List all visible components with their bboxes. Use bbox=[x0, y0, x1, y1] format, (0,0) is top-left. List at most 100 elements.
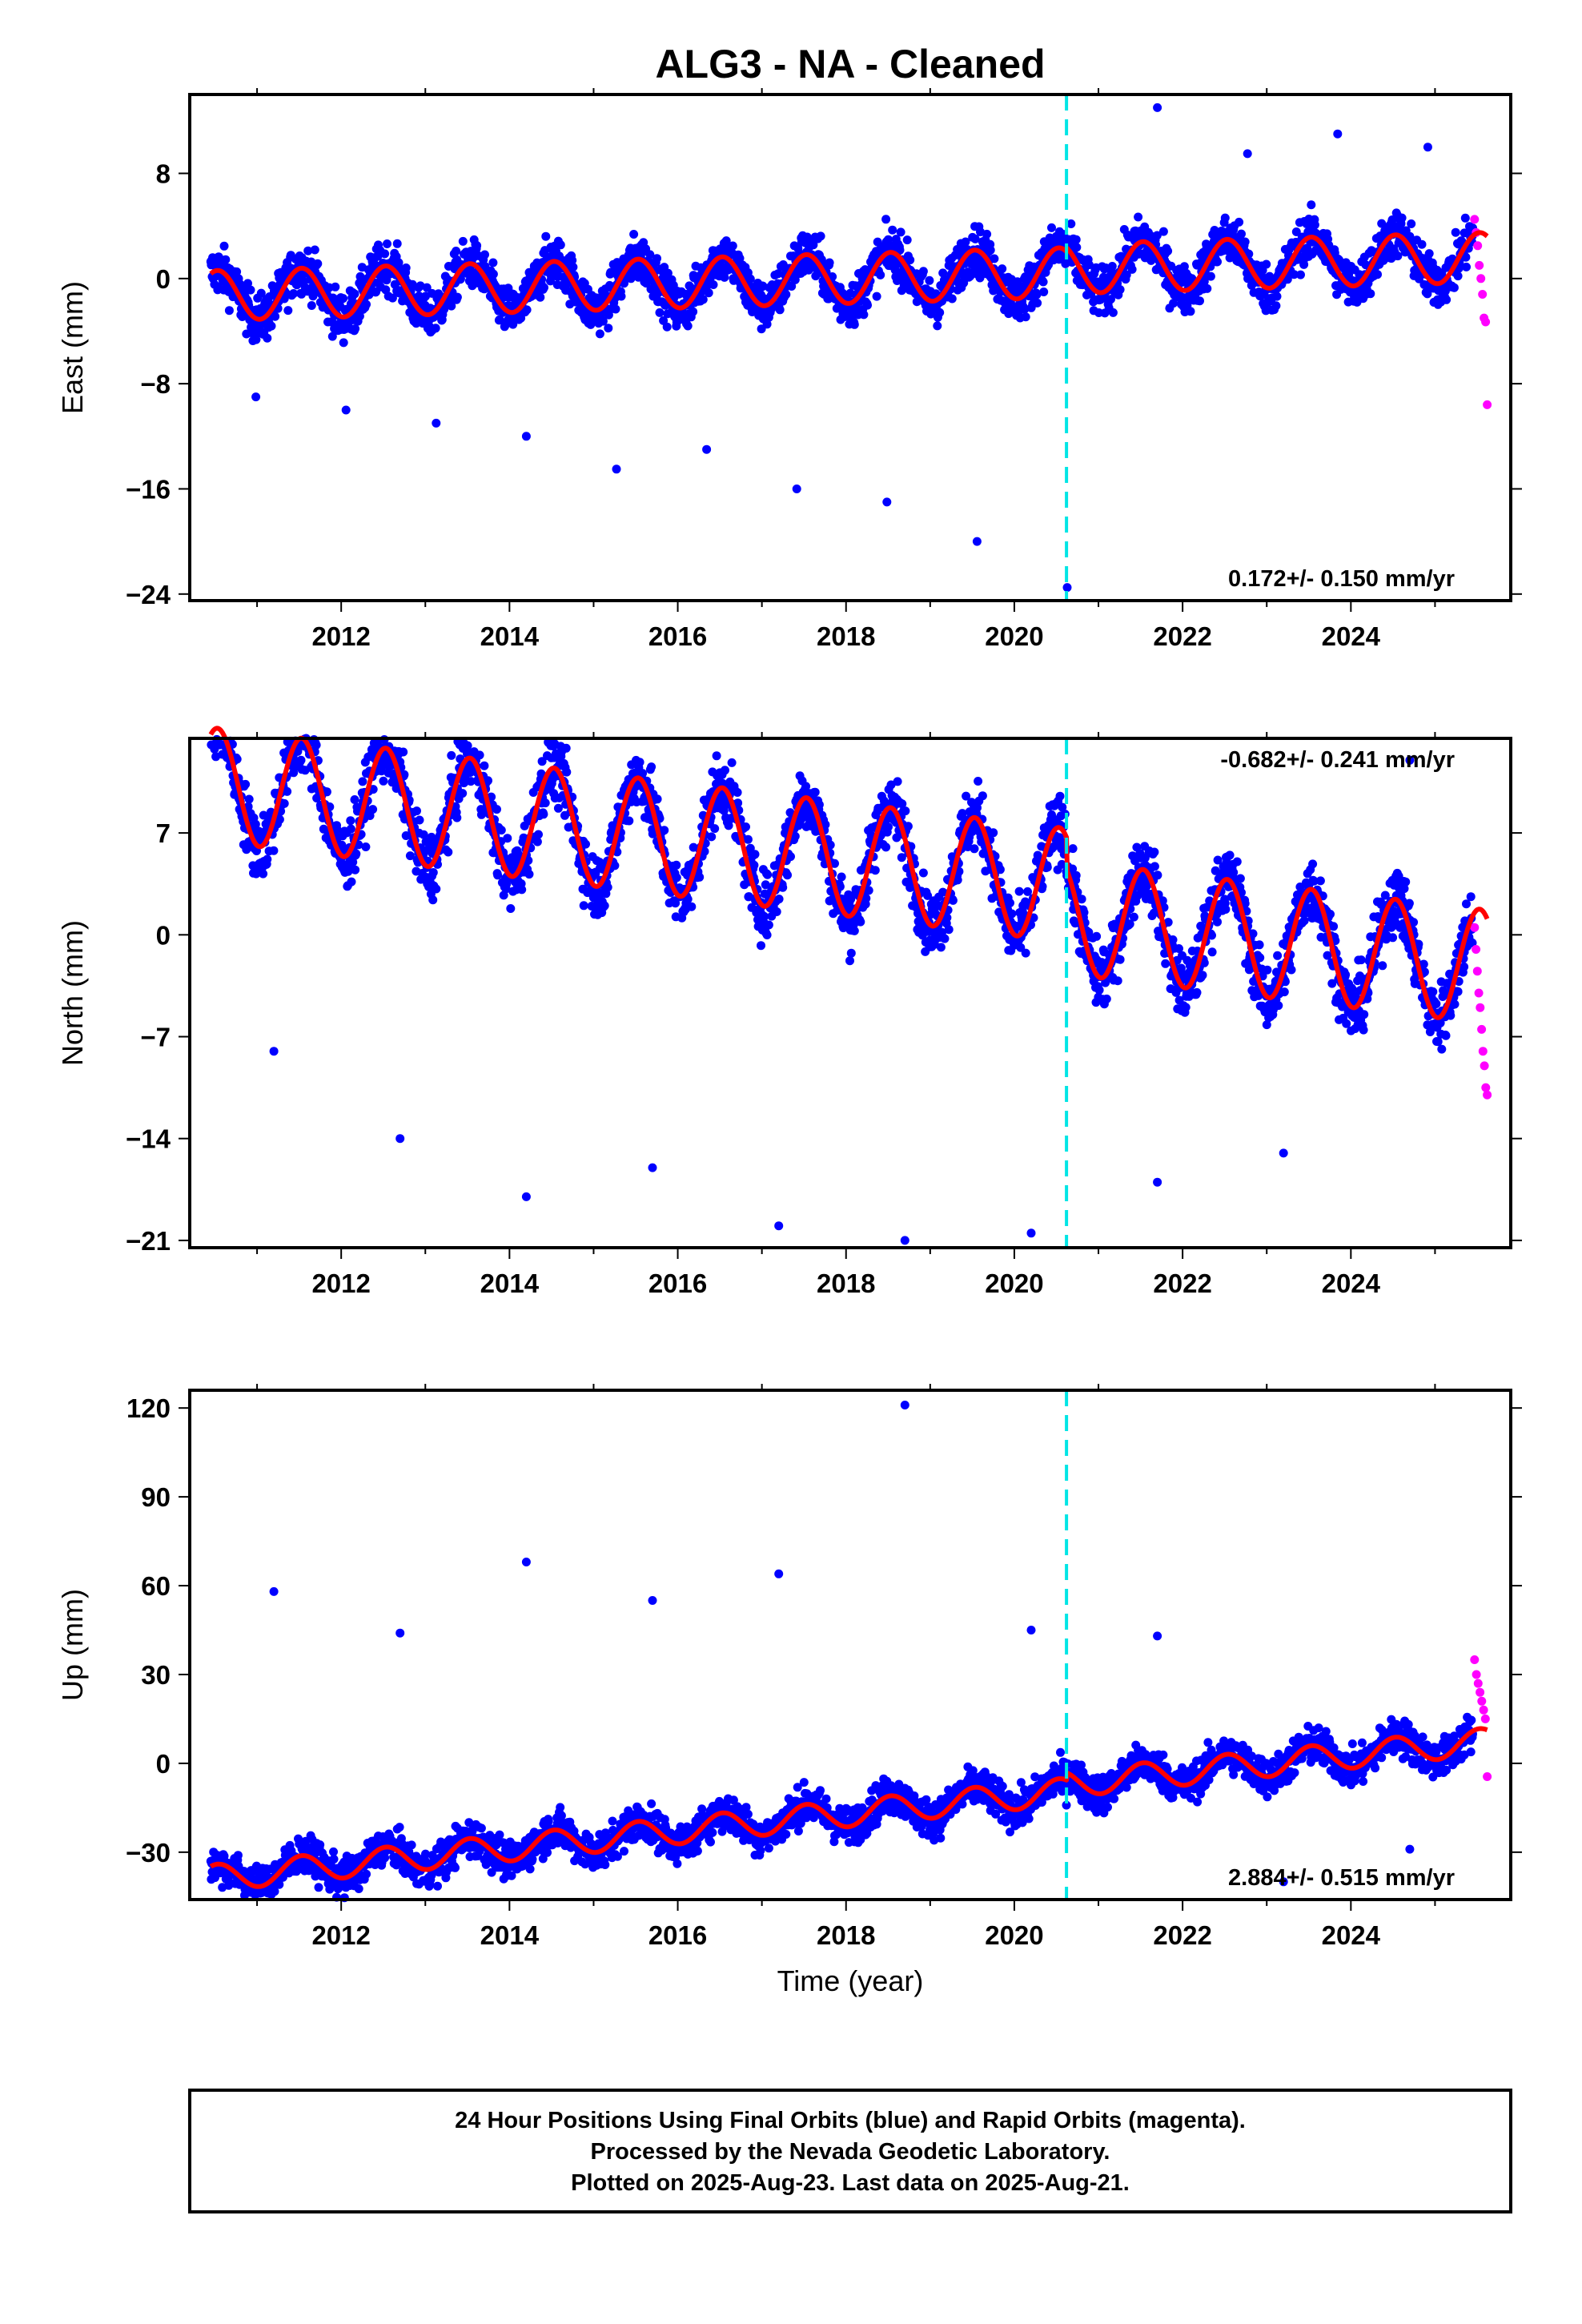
north-final-point bbox=[672, 860, 681, 870]
east-outlier-point bbox=[702, 444, 712, 454]
north-final-point bbox=[1092, 931, 1102, 941]
north-final-point bbox=[1055, 791, 1065, 801]
north-final-point bbox=[347, 877, 356, 887]
figure-title: ALG3 - NA - Cleaned bbox=[655, 42, 1045, 86]
north-final-point bbox=[733, 788, 742, 797]
east-final-point bbox=[452, 247, 461, 255]
east-outlier-point bbox=[792, 485, 801, 493]
east-outlier-point bbox=[251, 392, 261, 402]
east-final-point bbox=[595, 329, 604, 339]
east-final-point bbox=[488, 269, 498, 279]
east-final-point bbox=[1033, 298, 1042, 308]
east-outlier-point bbox=[432, 418, 441, 428]
east-final-point bbox=[556, 240, 565, 250]
east-final-point bbox=[1195, 296, 1204, 306]
east-final-point bbox=[394, 258, 404, 267]
north-final-point bbox=[447, 750, 456, 760]
east-final-point bbox=[350, 289, 359, 299]
east-final-point bbox=[1240, 237, 1250, 247]
north-final-point bbox=[672, 873, 681, 883]
east-final-point bbox=[541, 231, 551, 241]
north-final-point bbox=[351, 865, 360, 875]
east-final-point bbox=[982, 229, 992, 239]
north-final-point bbox=[1014, 887, 1024, 896]
north-final-point bbox=[581, 839, 590, 849]
east-final-point bbox=[452, 292, 462, 302]
north-final-point bbox=[1192, 987, 1202, 997]
north-final-point bbox=[539, 810, 548, 819]
north-final-point bbox=[444, 847, 453, 857]
east-outlier-point bbox=[1062, 583, 1072, 593]
east-final-point bbox=[629, 230, 639, 239]
north-final-point bbox=[762, 931, 772, 939]
east-x-tick-label: 2016 bbox=[648, 621, 707, 651]
north-final-point bbox=[881, 842, 891, 852]
east-panel: 2012 2014 2016 2018 2020 2022 202480−8−16−24Ea… bbox=[56, 88, 1522, 651]
north-final-point bbox=[1007, 909, 1017, 919]
east-x-tick-label: 2014 bbox=[480, 621, 540, 651]
north-final-point bbox=[774, 895, 784, 904]
north-final-point bbox=[279, 798, 289, 808]
east-final-point bbox=[232, 267, 242, 276]
north-final-point bbox=[727, 758, 737, 767]
east-outlier-point bbox=[521, 432, 531, 441]
east-final-point bbox=[611, 304, 620, 314]
north-final-point bbox=[687, 902, 697, 911]
east-outlier-point bbox=[1153, 103, 1162, 112]
east-final-point bbox=[243, 279, 252, 288]
north-final-point bbox=[749, 860, 759, 870]
north-final-point bbox=[1129, 912, 1138, 922]
east-final-point bbox=[289, 289, 299, 298]
north-final-point bbox=[901, 806, 910, 816]
east-final-point bbox=[1307, 200, 1316, 210]
north-final-point bbox=[845, 956, 854, 966]
north-final-point bbox=[244, 794, 254, 804]
north-final-point bbox=[1235, 874, 1245, 883]
north-final-point bbox=[562, 767, 572, 777]
east-final-point bbox=[896, 227, 905, 237]
east-final-point bbox=[224, 306, 234, 316]
north-final-point bbox=[263, 854, 272, 864]
north-final-point bbox=[635, 758, 644, 767]
east-final-point bbox=[331, 282, 340, 292]
north-final-point bbox=[1068, 844, 1078, 854]
north-final-point bbox=[1207, 947, 1217, 957]
north-final-point bbox=[1113, 976, 1122, 986]
north-final-point bbox=[269, 846, 279, 855]
east-final-point bbox=[1462, 262, 1471, 271]
north-final-point bbox=[763, 870, 773, 879]
east-final-point bbox=[1272, 292, 1282, 301]
north-final-point bbox=[503, 834, 512, 843]
north-final-point bbox=[989, 828, 998, 838]
north-final-point bbox=[432, 884, 441, 894]
east-y-tick-label: 8 bbox=[156, 159, 171, 188]
north-final-point bbox=[1232, 857, 1242, 866]
east-outlier-point bbox=[612, 464, 621, 474]
east-y-tick-label: −24 bbox=[126, 580, 171, 609]
east-rapid-point bbox=[1473, 241, 1483, 251]
north-final-point bbox=[603, 883, 612, 892]
east-final-point bbox=[383, 239, 391, 248]
east-rapid-point bbox=[1481, 317, 1491, 327]
east-final-point bbox=[339, 338, 348, 348]
east-final-point bbox=[935, 308, 945, 317]
north-final-point bbox=[1225, 850, 1235, 860]
north-final-point bbox=[579, 901, 588, 911]
east-final-point bbox=[1451, 227, 1460, 237]
east-final-point bbox=[339, 294, 348, 304]
east-final-point bbox=[1262, 259, 1271, 269]
north-final-point bbox=[506, 904, 516, 913]
east-final-point bbox=[355, 312, 364, 321]
east-rapid-point bbox=[1478, 290, 1488, 299]
east-final-point bbox=[781, 290, 791, 300]
east-final-point bbox=[1108, 308, 1118, 317]
east-frame bbox=[188, 93, 1512, 602]
east-final-point bbox=[1021, 312, 1030, 322]
east-final-point bbox=[401, 263, 411, 272]
north-final-point bbox=[1221, 905, 1231, 914]
east-final-point bbox=[1072, 243, 1082, 252]
east-rate-label: 0.172+/- 0.150 mm/yr bbox=[1228, 566, 1455, 592]
north-final-point bbox=[712, 751, 721, 761]
north-final-point bbox=[624, 816, 634, 826]
east-final-point bbox=[431, 324, 440, 333]
